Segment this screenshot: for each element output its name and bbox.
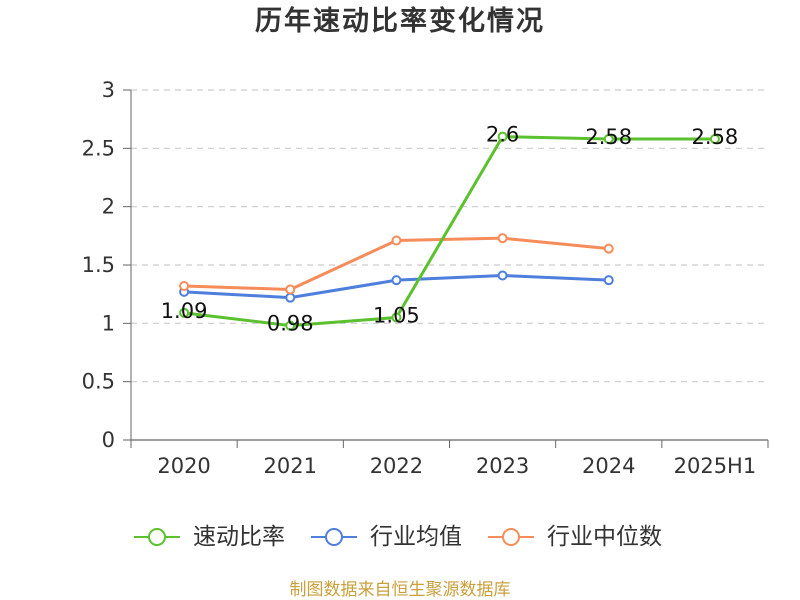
quick-ratio-line: [182, 135, 717, 328]
quick-ratio-point: [709, 134, 720, 144]
quick-ratio-point: [603, 134, 614, 144]
legend-item-industry-mean[interactable]: 行业均值: [311, 524, 462, 550]
x-tick-label: 2021: [264, 454, 317, 478]
legend-marker-icon: [325, 528, 343, 546]
legend-item-industry-median[interactable]: 行业中位数: [488, 524, 662, 550]
quick-ratio-point: [285, 320, 296, 331]
x-tick-label: 2023: [476, 454, 529, 478]
industry-mean-point: [497, 270, 508, 281]
industry-median-point: [497, 233, 508, 244]
axes: 0 0.5 1 1.5 2 2.5 3 2020 2021 2022 2023 2024 2025H1: [82, 78, 769, 478]
x-tick-label: 2022: [370, 454, 423, 478]
quick-ratio-data-label: 1.05: [373, 304, 420, 328]
industry-median-point: [179, 281, 190, 291]
series-points: [179, 131, 720, 331]
y-tick-label: 0.5: [82, 370, 115, 394]
legend-marker-icon: [502, 528, 520, 546]
source-note: 制图数据来自恒生聚源数据库: [289, 580, 511, 600]
y-tick-label: 2: [102, 195, 115, 219]
legend: 速动比率 行业均值 行业中位数: [134, 524, 662, 550]
series-lines: [182, 135, 717, 328]
y-tick-label: 0: [102, 428, 115, 452]
x-tick-label: 2025H1: [674, 454, 757, 478]
industry-median-point: [603, 243, 614, 254]
legend-item-quick-ratio[interactable]: 速动比率: [134, 524, 285, 550]
legend-label: 行业均值: [370, 524, 462, 550]
industry-median-point: [285, 284, 296, 295]
quick-ratio-data-label: 2.58: [585, 125, 632, 149]
quick-ratio-point: [497, 131, 508, 142]
gridlines: [131, 89, 768, 383]
quick-ratio-data-label: 2.58: [692, 125, 739, 149]
industry-mean-point: [603, 275, 614, 286]
quick-ratio-point: [391, 312, 402, 323]
industry-mean-point: [285, 292, 296, 303]
y-tick-label: 1: [102, 311, 115, 335]
quick-ratio-data-label: 1.09: [161, 299, 208, 323]
quick-ratio-data-label: 0.98: [267, 312, 314, 336]
legend-label: 速动比率: [193, 524, 285, 550]
y-tick-label: 3: [102, 78, 115, 102]
x-tick-label: 2024: [582, 454, 635, 478]
legend-marker-icon: [148, 528, 166, 546]
industry-mean-point: [391, 275, 402, 286]
chart-title: 历年速动比率变化情况: [255, 6, 545, 37]
quick-ratio-data-label: 2.6: [486, 123, 519, 147]
industry-median-point: [391, 235, 402, 246]
x-tick-label: 2020: [157, 454, 210, 478]
quick-ratio-point: [179, 307, 190, 318]
legend-label: 行业中位数: [547, 524, 662, 550]
y-tick-label: 2.5: [82, 136, 115, 160]
data-labels: 1.09 0.98 1.05 2.6 2.58 2.58: [161, 123, 739, 336]
y-tick-label: 1.5: [82, 253, 115, 277]
